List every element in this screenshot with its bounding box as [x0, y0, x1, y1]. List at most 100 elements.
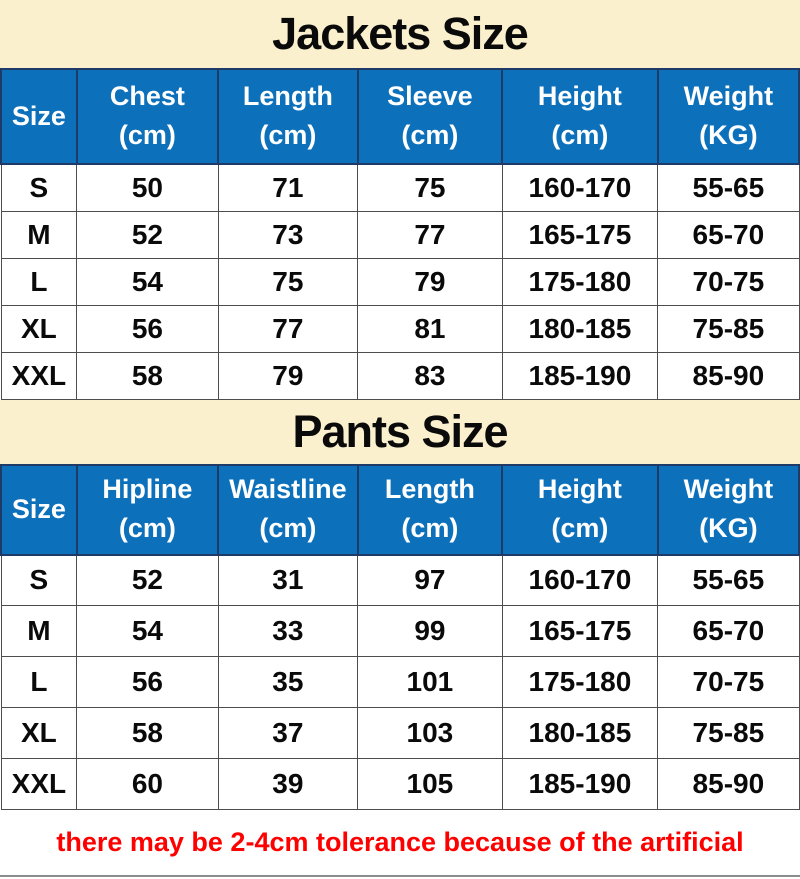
value-cell: 103 [357, 707, 503, 759]
value-cell: 54 [76, 605, 219, 657]
column-header-waistline: Waistline (cm) [217, 463, 359, 556]
value-cell: 35 [217, 656, 359, 708]
column-label: Length [384, 474, 475, 505]
column-unit: (cm) [259, 513, 317, 543]
column-unit: (cm) [401, 513, 459, 543]
size-cell: S [0, 554, 78, 606]
size-cell: M [0, 210, 78, 259]
table-row-xxl: XXL 60 39 105 185-190 85-90 [0, 758, 800, 810]
column-unit: (cm) [551, 120, 609, 150]
table-row-s: S 52 31 97 160-170 55-65 [0, 554, 800, 606]
value-cell: 70-75 [657, 656, 800, 708]
table-row-xl: XL 56 77 81 180-185 75-85 [0, 304, 800, 353]
column-header-length: Length (cm) [356, 463, 504, 556]
value-cell: 77 [217, 304, 359, 353]
value-cell: 165-175 [501, 605, 659, 657]
value-cell: 65-70 [657, 605, 800, 657]
pants-title: Pants Size [292, 405, 508, 457]
value-cell: 65-70 [657, 210, 800, 259]
column-header-size: Size [0, 68, 78, 165]
column-header-height: Height (cm) [501, 68, 659, 165]
value-cell: 83 [357, 351, 503, 400]
value-cell: 56 [76, 304, 219, 353]
size-cell: S [0, 163, 78, 212]
header-row: Size Hipline (cm) Waistline (cm) Length (cm) He… [0, 463, 800, 556]
column-label: Sleeve [387, 81, 473, 112]
jackets-title-banner: Jackets Size [0, 0, 800, 68]
column-header-sleeve: Sleeve (cm) [356, 68, 504, 165]
column-label: Weight [683, 474, 774, 505]
value-cell: 185-190 [501, 758, 659, 810]
value-cell: 58 [76, 707, 219, 759]
value-cell: 79 [357, 257, 503, 306]
value-cell: 73 [217, 210, 359, 259]
value-cell: 175-180 [501, 257, 659, 306]
column-label: Size [11, 100, 66, 131]
column-unit: (cm) [118, 120, 176, 150]
pants-section: Pants Size Size Hipline (cm) Waistline (cm) L… [0, 399, 800, 810]
value-cell: 85-90 [657, 758, 800, 810]
value-cell: 75 [217, 257, 359, 306]
column-header-hipline: Hipline (cm) [75, 463, 220, 556]
value-cell: 55-65 [657, 163, 800, 212]
value-cell: 165-175 [501, 210, 659, 259]
value-cell: 175-180 [501, 656, 659, 708]
table-row-xxl: XXL 58 79 83 185-190 85-90 [0, 351, 800, 400]
value-cell: 180-185 [501, 707, 659, 759]
value-cell: 77 [357, 210, 503, 259]
column-header-size: Size [0, 463, 78, 556]
value-cell: 75-85 [657, 707, 800, 759]
size-cell: M [0, 605, 78, 657]
size-cell: L [0, 656, 78, 708]
value-cell: 79 [217, 351, 359, 400]
column-label: Length [242, 81, 333, 112]
value-cell: 33 [217, 605, 359, 657]
size-cell: XXL [0, 758, 78, 810]
column-unit: (cm) [551, 513, 609, 543]
value-cell: 39 [217, 758, 359, 810]
value-cell: 70-75 [657, 257, 800, 306]
column-unit: (KG) [699, 120, 758, 150]
value-cell: 55-65 [657, 554, 800, 606]
value-cell: 52 [76, 210, 219, 259]
value-cell: 56 [76, 656, 219, 708]
column-label: Size [11, 493, 66, 524]
table-row-m: M 54 33 99 165-175 65-70 [0, 605, 800, 657]
table-row-s: S 50 71 75 160-170 55-65 [0, 163, 800, 212]
value-cell: 185-190 [501, 351, 659, 400]
column-unit: (cm) [259, 120, 317, 150]
value-cell: 160-170 [501, 163, 659, 212]
column-label: Waistline [229, 474, 347, 505]
table-row-xl: XL 58 37 103 180-185 75-85 [0, 707, 800, 759]
tolerance-note-bar: there may be 2-4cm tolerance because of … [0, 810, 800, 877]
value-cell: 31 [217, 554, 359, 606]
value-cell: 50 [76, 163, 219, 212]
value-cell: 75-85 [657, 304, 800, 353]
jackets-size-table: Size Chest (cm) Length (cm) Sleeve (cm) Height (… [0, 68, 800, 400]
column-label: Height [537, 81, 622, 112]
value-cell: 58 [76, 351, 219, 400]
column-unit: (cm) [401, 120, 459, 150]
value-cell: 71 [217, 163, 359, 212]
column-unit: (cm) [118, 513, 176, 543]
value-cell: 54 [76, 257, 219, 306]
value-cell: 97 [357, 554, 503, 606]
tolerance-note: there may be 2-4cm tolerance because of … [56, 827, 744, 857]
column-label: Chest [109, 81, 185, 112]
table-row-l: L 56 35 101 175-180 70-75 [0, 656, 800, 708]
pants-title-banner: Pants Size [0, 399, 800, 464]
size-cell: XL [0, 304, 78, 353]
column-label: Weight [683, 81, 774, 112]
column-unit: (KG) [699, 513, 758, 543]
column-header-weight: Weight (KG) [656, 463, 800, 556]
column-label: Height [537, 474, 622, 505]
value-cell: 75 [357, 163, 503, 212]
value-cell: 81 [357, 304, 503, 353]
size-cell: XL [0, 707, 78, 759]
value-cell: 52 [76, 554, 219, 606]
column-header-height: Height (cm) [501, 463, 659, 556]
value-cell: 105 [357, 758, 503, 810]
value-cell: 60 [76, 758, 219, 810]
jackets-section: Jackets Size Size Chest (cm) Length (cm) Slee… [0, 0, 800, 400]
